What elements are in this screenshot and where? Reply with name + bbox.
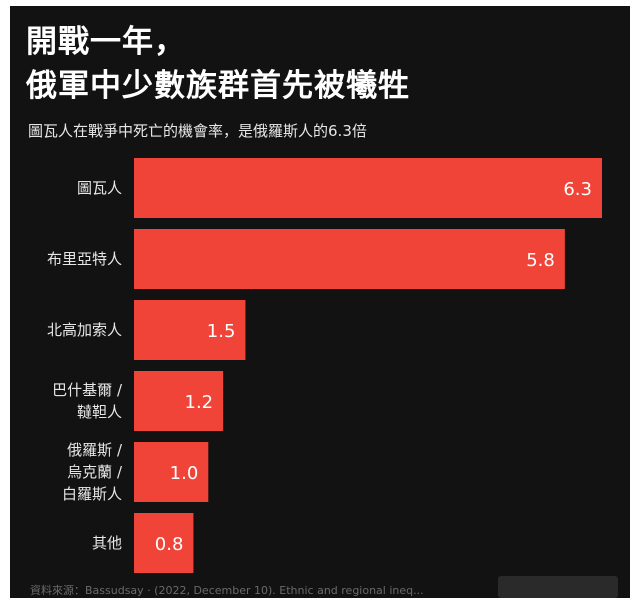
- headline: 開戰一年， 俄軍中少數族群首先被犧牲: [26, 20, 410, 108]
- value-label-2: 1.5: [207, 321, 236, 342]
- bar-3: [134, 371, 224, 431]
- value-label-0: 6.3: [563, 179, 592, 200]
- category-label-3: 巴什基爾 /韃靼人: [52, 381, 123, 421]
- value-label-1: 5.8: [526, 250, 555, 271]
- value-label-3: 1.2: [185, 392, 214, 413]
- value-label-4: 1.0: [170, 463, 199, 484]
- bar-5: [134, 513, 194, 573]
- watermark: [498, 576, 618, 598]
- source-note: 資料來源：Bassudsay · (2022, December 10). Et…: [30, 584, 424, 597]
- category-label-1: 布里亞特人: [47, 250, 122, 268]
- infographic-panel: 開戰一年， 俄軍中少數族群首先被犧牲 圖瓦人在戰爭中死亡的機會率，是俄羅斯人的6…: [10, 6, 630, 598]
- headline-line-2: 俄軍中少數族群首先被犧牲: [26, 68, 410, 104]
- category-label-0: 圖瓦人: [77, 179, 122, 197]
- category-label-4: 俄羅斯 /烏克蘭 /白羅斯人: [62, 441, 123, 503]
- bar-chart: 6.3 圖瓦人 5.8 布里亞特人 1.5 北高加索人 1.2 巴什基爾 /韃靼人 1.0 俄羅斯…: [47, 158, 602, 573]
- chart-subtitle: 圖瓦人在戰爭中死亡的機會率，是俄羅斯人的6.3倍: [28, 122, 367, 140]
- bar-4: [134, 442, 209, 502]
- category-label-2: 北高加索人: [47, 321, 122, 339]
- bar-2: [134, 300, 246, 360]
- bar-0: [134, 158, 602, 218]
- category-label-5: 其他: [92, 534, 122, 552]
- headline-line-1: 開戰一年，: [26, 24, 186, 60]
- value-label-5: 0.8: [155, 534, 184, 555]
- bar-1: [134, 229, 565, 289]
